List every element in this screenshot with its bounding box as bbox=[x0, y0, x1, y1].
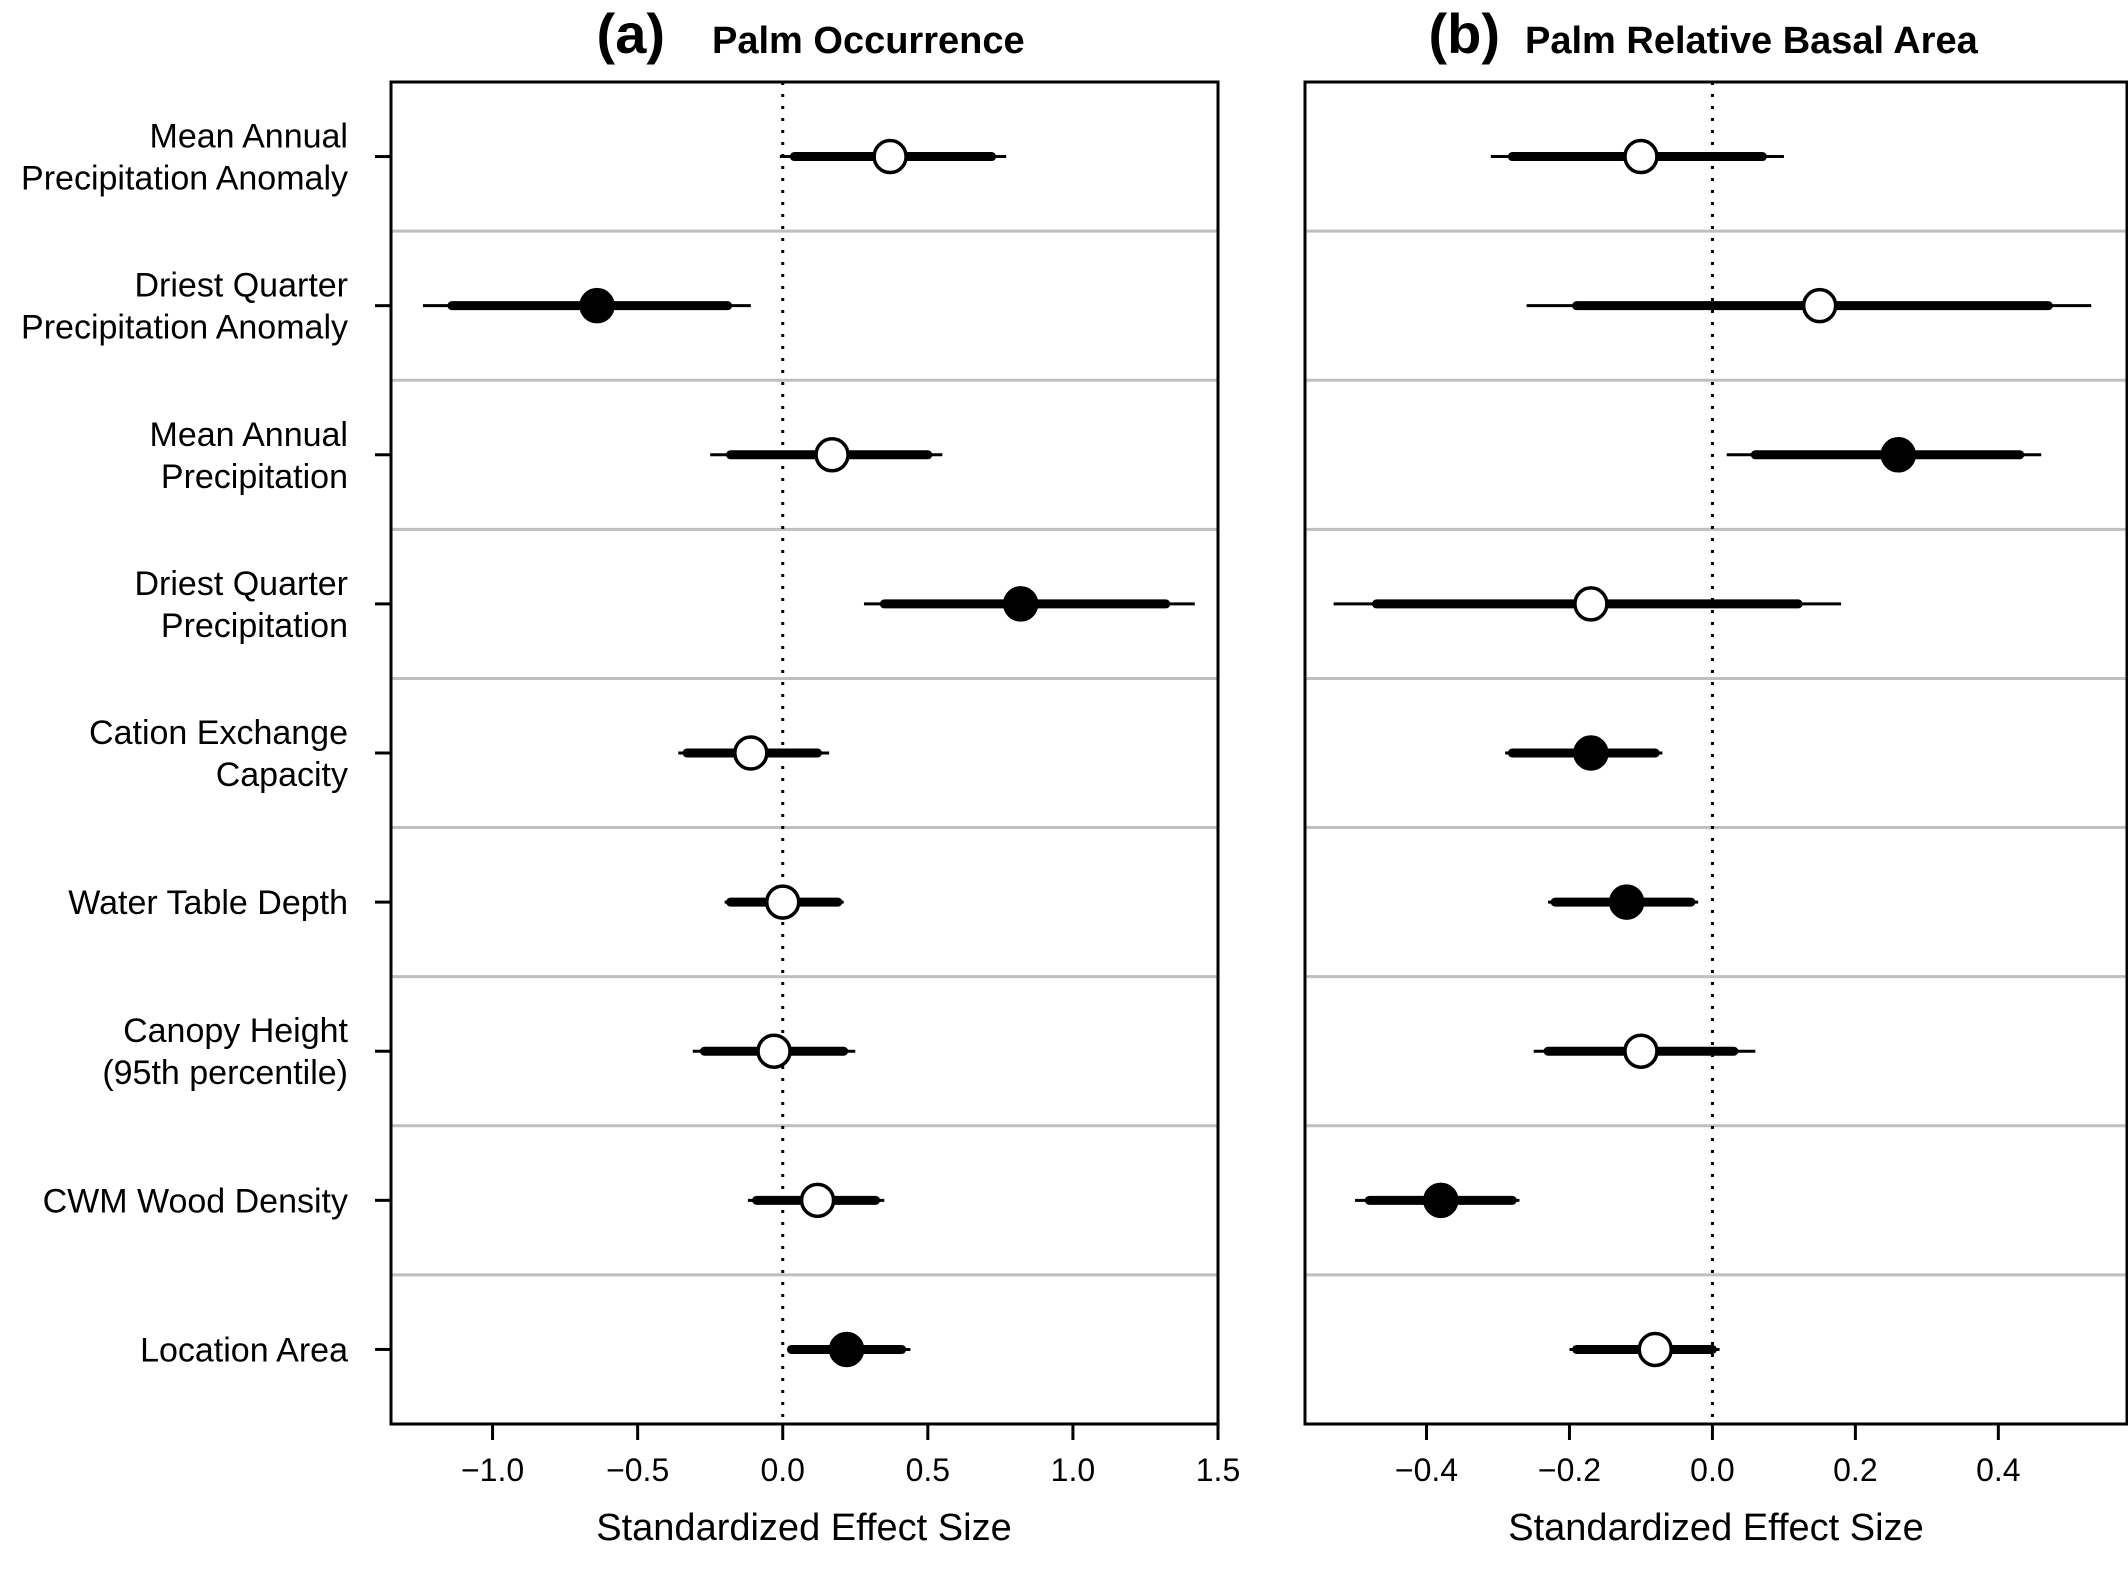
panel-b-x-axis-title: Standardized Effect Size bbox=[1508, 1507, 1923, 1549]
panel-b-marks bbox=[1333, 138, 2092, 1368]
panel-b-palm-relative-basal-area: (b) Palm Relative Basal Area −0.4 −0.2 0.0… bbox=[1303, 2, 2128, 1549]
panel-a-title: Palm Occurrence bbox=[712, 20, 1025, 62]
row-label-line: Mean Annual bbox=[150, 118, 349, 156]
row-label-line: Cation Exchange bbox=[89, 714, 348, 752]
x-tick-label: −0.5 bbox=[606, 1452, 669, 1488]
panel-a-marks bbox=[422, 138, 1195, 1368]
x-tick-label: −0.2 bbox=[1538, 1452, 1601, 1488]
panel-b-title: Palm Relative Basal Area bbox=[1525, 20, 1979, 62]
estimate-point-filled bbox=[1608, 884, 1645, 920]
x-tick-label: 0.0 bbox=[1690, 1452, 1734, 1488]
estimate-point-open bbox=[756, 1033, 792, 1069]
row-label-line: Precipitation Anomaly bbox=[21, 160, 348, 198]
estimate-point-open bbox=[872, 138, 908, 175]
x-tick-label: 0.0 bbox=[760, 1452, 804, 1488]
panel-a-palm-occurrence: (a) Palm Occurrence Mean Annual Precipita… bbox=[21, 2, 1240, 1549]
panel-a-row-labels: Mean Annual Precipitation Anomaly Driest Q… bbox=[21, 118, 391, 1369]
estimate-point-filled bbox=[579, 287, 615, 324]
estimate-point-filled bbox=[828, 1331, 865, 1368]
estimate-point-filled bbox=[1573, 735, 1609, 771]
row-label-line: Precipitation bbox=[161, 458, 348, 496]
panel-b-x-axis: −0.4 −0.2 0.0 0.2 0.4 bbox=[1395, 1422, 2021, 1488]
x-tick-label: −0.4 bbox=[1395, 1452, 1458, 1488]
row-label-line: Water Table Depth bbox=[68, 884, 348, 922]
estimate-point-open bbox=[1573, 586, 1609, 622]
row-label-line: Location Area bbox=[140, 1331, 348, 1369]
row-label-line: Driest Quarter bbox=[135, 565, 349, 603]
estimate-point-filled bbox=[1002, 586, 1039, 622]
estimate-point-open bbox=[1801, 287, 1838, 324]
estimate-point-open bbox=[764, 884, 801, 920]
estimate-point-open bbox=[1623, 138, 1659, 175]
x-tick-label: 0.5 bbox=[906, 1452, 950, 1488]
row-label-line: (95th percentile) bbox=[102, 1054, 348, 1092]
x-tick-label: −1.0 bbox=[461, 1452, 524, 1488]
panel-a-x-axis: −1.0 −0.5 0.0 0.5 1.0 1.5 bbox=[461, 1422, 1240, 1488]
row-label-line: Canopy Height bbox=[123, 1012, 348, 1050]
panel-a-letter: (a) bbox=[597, 2, 665, 65]
estimate-point-open bbox=[799, 1182, 836, 1219]
panel-a-x-axis-title: Standardized Effect Size bbox=[596, 1507, 1011, 1549]
estimate-point-open bbox=[1623, 1033, 1659, 1069]
x-tick-label: 0.2 bbox=[1833, 1452, 1877, 1488]
estimate-point-open bbox=[1637, 1331, 1673, 1368]
row-label-line: CWM Wood Density bbox=[43, 1182, 348, 1220]
row-label-line: Precipitation bbox=[161, 607, 348, 645]
row-label-line: Capacity bbox=[216, 756, 348, 794]
row-label-line: Precipitation Anomaly bbox=[21, 309, 348, 347]
estimate-point-filled bbox=[1880, 437, 1917, 473]
estimate-point-open bbox=[733, 735, 769, 771]
panel-b-row-separators bbox=[1305, 229, 2127, 1277]
panel-a-row-separators bbox=[391, 229, 1218, 1277]
x-tick-label: 0.4 bbox=[1976, 1452, 2020, 1488]
x-tick-label: 1.5 bbox=[1196, 1452, 1240, 1488]
panel-b-letter: (b) bbox=[1428, 2, 1500, 65]
estimate-point-filled bbox=[1423, 1182, 1459, 1219]
x-tick-label: 1.0 bbox=[1051, 1452, 1095, 1488]
estimate-point-open bbox=[814, 437, 850, 473]
row-label-line: Driest Quarter bbox=[135, 267, 349, 305]
row-label-line: Mean Annual bbox=[150, 416, 349, 454]
